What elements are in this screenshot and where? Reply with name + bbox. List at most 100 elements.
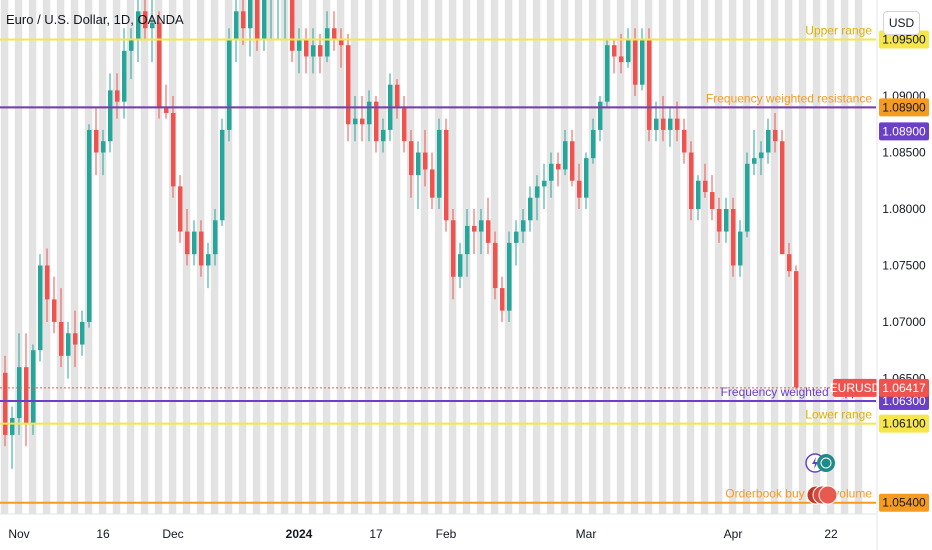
stripe <box>98 0 107 514</box>
stripe <box>756 0 765 514</box>
level-badge-text: 1.06300 <box>882 394 926 408</box>
time-tick-label: Dec <box>162 527 183 541</box>
stripe <box>546 0 555 514</box>
stripe <box>294 0 303 514</box>
currency-button[interactable]: USD <box>883 11 920 35</box>
level-badge <box>879 493 929 512</box>
stripe <box>854 0 863 514</box>
candle-down <box>157 22 162 108</box>
stripe <box>770 0 779 514</box>
candle-down <box>780 141 785 255</box>
price-badge <box>879 378 929 397</box>
level-badge <box>879 414 929 433</box>
candle-down <box>577 180 582 198</box>
candle-up <box>101 141 106 153</box>
candle-up <box>542 180 547 187</box>
candle-up <box>353 118 358 125</box>
candle-down <box>304 39 309 57</box>
stripe <box>252 0 261 514</box>
candle-down <box>794 271 799 388</box>
candle-up <box>654 118 659 130</box>
globe-icon[interactable] <box>817 454 835 472</box>
candle-up <box>325 28 330 57</box>
candle-down <box>675 118 680 130</box>
stripe <box>378 0 387 514</box>
flag-icons[interactable] <box>806 485 838 505</box>
time-tick-label: 16 <box>96 527 110 541</box>
candle-down <box>682 129 687 153</box>
candle-down <box>689 152 694 209</box>
candle-down <box>787 254 792 272</box>
candle-down <box>52 299 57 322</box>
stripe <box>630 0 639 514</box>
stripe <box>168 0 177 514</box>
level-badge <box>879 98 929 117</box>
candle-up <box>262 0 267 40</box>
candle-up <box>220 129 225 221</box>
stripe <box>126 0 135 514</box>
globe-ring <box>820 457 832 469</box>
stripe <box>322 0 331 514</box>
candle-down <box>703 180 708 193</box>
level-label: Upper range <box>805 24 872 38</box>
level-badge-text: 1.08900 <box>882 124 926 138</box>
stripe <box>574 0 583 514</box>
stripe <box>644 0 653 514</box>
candle-up <box>479 220 484 232</box>
stripe <box>56 0 65 514</box>
stripe <box>714 0 723 514</box>
stripe <box>812 0 821 514</box>
candle-up <box>206 254 211 266</box>
stripe <box>112 0 121 514</box>
stripe <box>700 0 709 514</box>
candles <box>3 0 799 469</box>
stripe <box>686 0 695 514</box>
candle-up <box>311 45 316 57</box>
stripe <box>672 0 681 514</box>
price-badge-text: 1.06417 <box>882 381 926 395</box>
candle-down <box>178 186 183 232</box>
symbol-title[interactable]: Euro / U.S. Dollar, 1D, OANDA <box>6 12 184 27</box>
candle-down <box>73 333 78 345</box>
candle-up <box>514 231 519 243</box>
candle-up <box>766 129 771 153</box>
candle-down <box>241 11 246 29</box>
candle-down <box>94 129 99 153</box>
candle-down <box>3 372 8 435</box>
stripe <box>840 0 849 514</box>
candle-down <box>185 231 190 255</box>
level-badge-text: 1.06100 <box>882 417 926 431</box>
level-badge <box>879 30 929 49</box>
candle-down <box>374 101 379 142</box>
candle-up <box>584 158 589 198</box>
candle-up <box>129 39 134 51</box>
stripe <box>14 0 23 514</box>
candle-down <box>402 107 407 142</box>
stripe <box>336 0 345 514</box>
candle-up <box>381 129 386 142</box>
candle-up <box>31 350 36 424</box>
candle-up <box>752 158 757 164</box>
time-tick-label: Apr <box>724 527 743 541</box>
stripe <box>266 0 275 514</box>
candle-down <box>115 90 120 102</box>
candle-up <box>136 11 141 40</box>
candle-up <box>108 90 113 142</box>
candle-down <box>395 84 400 108</box>
price-axis: 1.065001.070001.075001.080001.085001.090… <box>876 0 929 550</box>
candle-down <box>612 45 617 57</box>
candle-down <box>472 225 477 232</box>
candle-down <box>409 141 414 176</box>
stripe <box>0 0 9 514</box>
stripe <box>560 0 569 514</box>
time-axis-bg <box>0 514 876 550</box>
candle-down <box>710 192 715 209</box>
lightning-glyph <box>812 457 818 469</box>
candle-up <box>591 129 596 159</box>
candle-down <box>486 220 491 243</box>
candle-up <box>192 231 197 255</box>
candle-up <box>724 208 729 232</box>
candle-down <box>633 39 638 85</box>
stripe <box>798 0 807 514</box>
